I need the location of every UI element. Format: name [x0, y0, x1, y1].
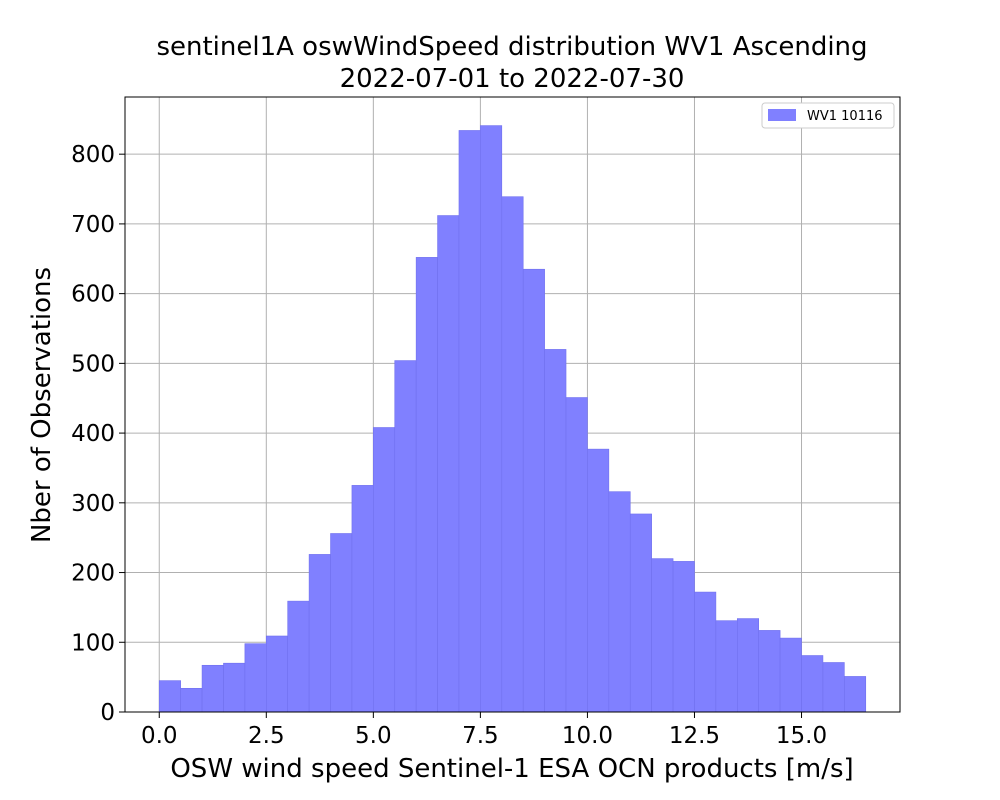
histogram-bar	[265, 635, 289, 713]
histogram-bar	[308, 554, 331, 713]
x-tick-label: 12.5	[669, 723, 720, 749]
histogram-bar	[801, 655, 824, 713]
histogram-bar	[844, 676, 867, 713]
x-axis-label: OSW wind speed Sentinel-1 ESA OCN produc…	[170, 754, 853, 784]
x-tick-label: 0.0	[141, 723, 178, 749]
histogram-bar	[480, 125, 503, 713]
y-tick-label: 800	[71, 142, 115, 168]
x-tick-label: 10.0	[562, 723, 613, 749]
histogram-bar	[651, 558, 674, 713]
histogram-bar	[287, 600, 310, 713]
histogram-bar	[565, 397, 588, 713]
y-tick-label: 0	[100, 700, 115, 726]
histogram-bar	[373, 427, 396, 713]
x-tick-label: 15.0	[776, 723, 827, 749]
legend-label: WV1 10116	[807, 109, 883, 124]
histogram-bar	[351, 485, 374, 713]
y-tick-label: 500	[71, 351, 115, 377]
histogram-bar	[587, 448, 610, 713]
y-tick-label: 700	[71, 212, 115, 238]
histogram-bar	[458, 130, 481, 713]
y-tick-label: 100	[71, 630, 115, 656]
histogram-bar	[694, 591, 717, 713]
chart-title-line1: sentinel1A oswWindSpeed distribution WV1…	[156, 32, 867, 62]
histogram-bar	[736, 618, 760, 713]
histogram-bars	[158, 125, 867, 713]
legend-swatch	[768, 109, 796, 121]
histogram-bar	[223, 662, 246, 713]
histogram-bar	[779, 637, 802, 713]
y-axis-ticks: 0 100 200 300 400 500 600 700 800	[71, 142, 125, 726]
histogram-bar	[394, 360, 417, 713]
histogram-bar	[180, 687, 203, 713]
histogram-bar	[415, 257, 438, 713]
x-axis-ticks: 0.0 2.5 5.0 7.5 10.0 12.5 15.0	[141, 712, 827, 749]
y-axis-label: Nber of Observations	[27, 267, 57, 543]
y-tick-label: 300	[71, 491, 115, 517]
plot-frame	[124, 96, 901, 713]
x-tick-label: 7.5	[462, 723, 499, 749]
x-tick-label: 5.0	[355, 723, 392, 749]
histogram-bar	[158, 680, 181, 713]
legend: WV1 10116	[761, 102, 895, 129]
histogram-bar	[501, 196, 524, 713]
histogram-bar	[715, 620, 738, 713]
histogram-bar	[244, 643, 267, 713]
histogram-bar	[672, 561, 695, 713]
histogram-bar	[822, 662, 845, 713]
histogram-bar	[330, 533, 353, 713]
x-tick-label: 2.5	[248, 723, 285, 749]
y-tick-label: 600	[71, 282, 115, 308]
histogram-bar	[201, 664, 224, 713]
histogram-bar	[544, 349, 567, 713]
y-tick-label: 400	[71, 421, 115, 447]
histogram-bar	[758, 630, 781, 713]
histogram-bar	[608, 491, 631, 713]
histogram-bar	[437, 215, 460, 713]
histogram-bar	[522, 268, 545, 713]
y-tick-label: 200	[71, 561, 115, 587]
chart-title-line2: 2022-07-01 to 2022-07-30	[340, 64, 685, 94]
histogram-bar	[629, 513, 652, 713]
